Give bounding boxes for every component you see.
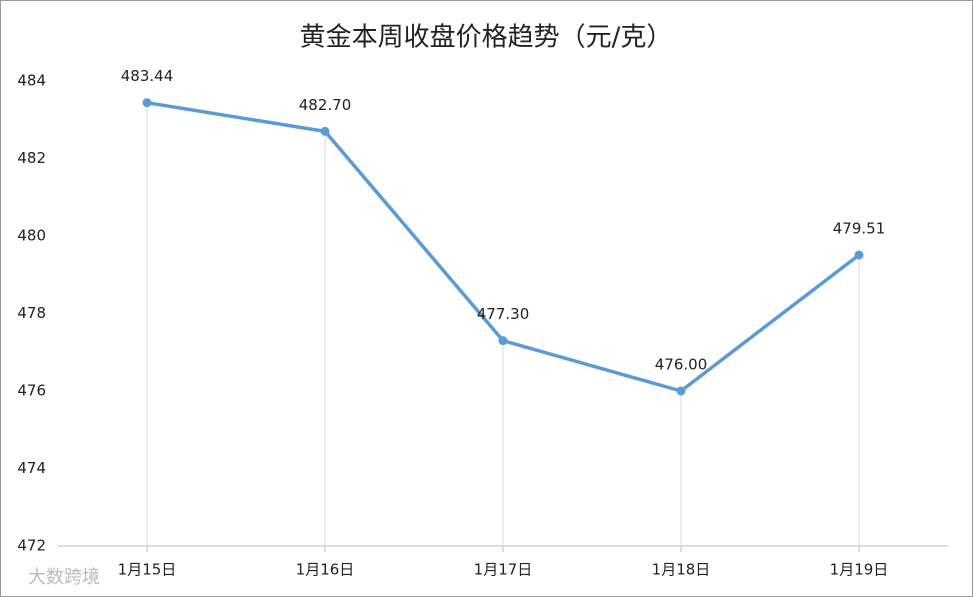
x-tick-label: 1月17日 — [474, 561, 533, 579]
y-tick-label: 482 — [17, 149, 46, 167]
chart-title: 黄金本周收盘价格趋势（元/克） — [300, 23, 673, 53]
data-label: 479.51 — [833, 219, 886, 237]
data-label: 483.44 — [121, 67, 174, 85]
y-tick-label: 484 — [17, 72, 46, 90]
point — [854, 250, 864, 260]
data-label: 482.70 — [299, 96, 352, 114]
data-label: 476.00 — [655, 356, 708, 374]
y-tick-label: 476 — [17, 382, 46, 400]
x-tick-label: 1月18日 — [652, 561, 711, 579]
point — [498, 336, 508, 346]
y-tick-label: 480 — [17, 227, 46, 245]
watermark: 大数跨境 — [28, 567, 100, 588]
y-tick-label: 472 — [17, 537, 46, 555]
point — [142, 98, 152, 108]
y-tick-label: 474 — [17, 459, 46, 477]
x-tick-label: 1月15日 — [118, 561, 177, 579]
x-tick-label: 1月16日 — [296, 561, 355, 579]
data-label: 477.30 — [477, 305, 530, 323]
x-tick-label: 1月19日 — [830, 561, 889, 579]
point — [320, 126, 330, 136]
y-tick-label: 478 — [17, 304, 46, 322]
point — [676, 386, 686, 396]
